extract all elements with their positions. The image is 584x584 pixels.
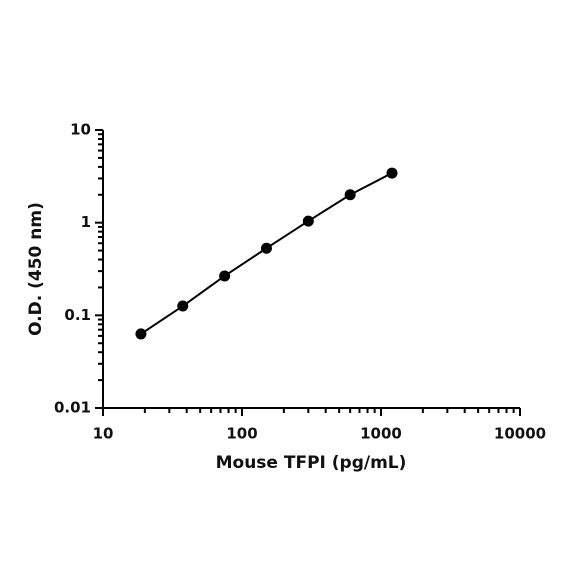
- data-point: [135, 328, 147, 340]
- y-tick-label: 10: [70, 121, 91, 139]
- x-axis-title: Mouse TFPI (pg/mL): [216, 453, 407, 473]
- y-axis-title: O.D. (450 nm): [26, 202, 46, 336]
- data-point: [219, 270, 231, 282]
- data-point: [302, 215, 314, 227]
- data-point: [386, 167, 398, 179]
- y-tick-label: 0.1: [64, 306, 91, 324]
- y-tick-label: 0.01: [54, 399, 91, 417]
- x-tick-label: 1000: [360, 425, 402, 443]
- data-point: [177, 300, 189, 312]
- x-tick-label: 10000: [494, 425, 546, 443]
- x-tick-label: 100: [226, 425, 257, 443]
- data-point: [260, 242, 272, 254]
- x-tick-label: 10: [93, 425, 114, 443]
- y-tick-label: 1: [81, 213, 91, 231]
- data-point: [344, 189, 356, 201]
